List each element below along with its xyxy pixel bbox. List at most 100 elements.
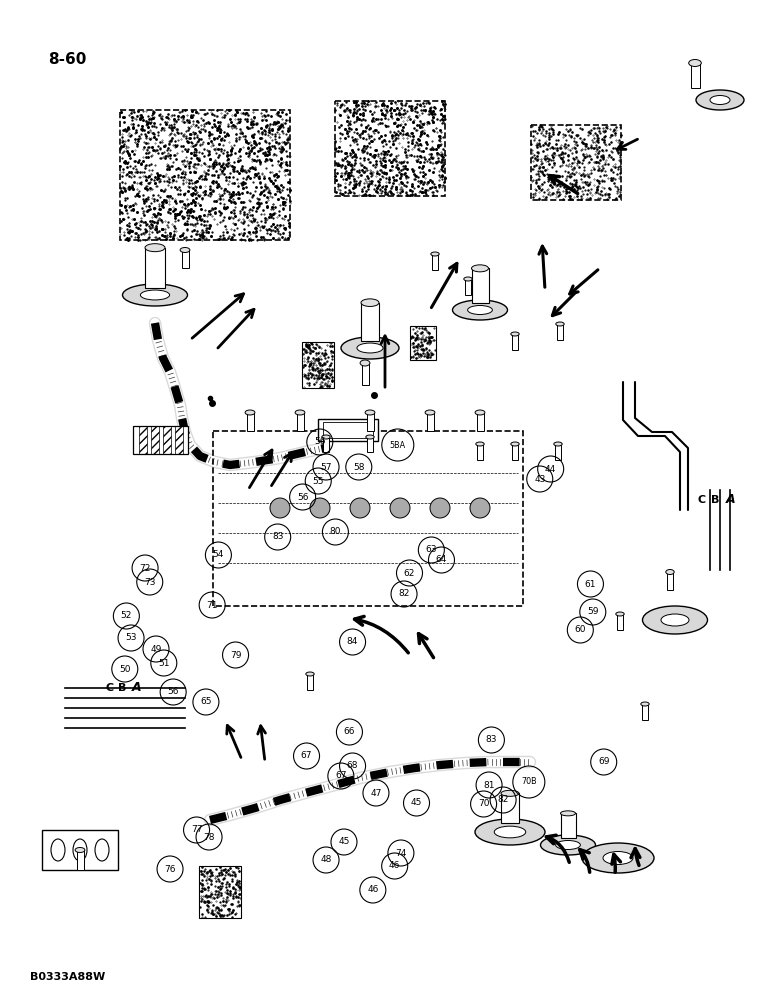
Ellipse shape xyxy=(476,442,484,446)
Ellipse shape xyxy=(554,442,562,446)
Ellipse shape xyxy=(643,606,707,634)
Text: 84: 84 xyxy=(347,638,358,647)
Text: 46: 46 xyxy=(367,886,378,894)
Text: 71: 71 xyxy=(207,600,218,609)
Ellipse shape xyxy=(495,826,526,838)
Text: 50: 50 xyxy=(119,664,130,674)
Bar xyxy=(617,614,623,630)
Bar xyxy=(199,866,241,918)
Ellipse shape xyxy=(468,306,492,314)
Bar xyxy=(76,850,83,870)
Text: 64: 64 xyxy=(436,556,447,564)
Bar xyxy=(667,572,673,590)
Ellipse shape xyxy=(145,244,165,252)
Text: 80: 80 xyxy=(330,528,341,536)
Bar xyxy=(175,426,183,454)
Text: 5BA: 5BA xyxy=(390,440,406,450)
Bar xyxy=(361,303,379,341)
Bar xyxy=(139,426,147,454)
Ellipse shape xyxy=(431,252,439,256)
Text: 44: 44 xyxy=(545,464,556,474)
Ellipse shape xyxy=(511,332,519,336)
Ellipse shape xyxy=(501,790,519,796)
Bar xyxy=(151,426,158,454)
Ellipse shape xyxy=(365,410,375,415)
Ellipse shape xyxy=(582,843,654,873)
Circle shape xyxy=(310,498,330,518)
Text: 70B: 70B xyxy=(521,778,537,786)
Circle shape xyxy=(350,498,370,518)
Bar xyxy=(296,412,303,430)
Bar xyxy=(465,279,471,295)
Text: 70: 70 xyxy=(478,800,489,808)
Bar xyxy=(246,412,254,430)
Bar xyxy=(555,444,561,460)
Bar xyxy=(557,324,563,340)
Ellipse shape xyxy=(425,410,435,415)
Text: 62: 62 xyxy=(404,568,415,578)
Text: 8-60: 8-60 xyxy=(48,52,87,67)
Ellipse shape xyxy=(322,435,330,439)
Text: C: C xyxy=(105,683,113,693)
Bar xyxy=(323,422,373,438)
Ellipse shape xyxy=(511,442,519,446)
Text: 52: 52 xyxy=(121,611,132,620)
Bar xyxy=(361,363,368,385)
Text: 73: 73 xyxy=(144,578,155,587)
Text: 65: 65 xyxy=(200,698,211,706)
Text: A: A xyxy=(132,681,142,694)
Text: 45: 45 xyxy=(339,838,349,846)
Ellipse shape xyxy=(360,360,370,366)
Bar xyxy=(133,426,187,454)
Bar xyxy=(213,430,523,605)
Circle shape xyxy=(390,498,410,518)
Text: 79: 79 xyxy=(230,650,241,660)
Bar xyxy=(145,248,165,288)
Text: A: A xyxy=(726,493,736,506)
Ellipse shape xyxy=(603,852,633,864)
Bar xyxy=(162,426,171,454)
Ellipse shape xyxy=(464,277,472,281)
Bar xyxy=(42,830,118,870)
Bar xyxy=(471,268,488,303)
Text: 47: 47 xyxy=(370,788,381,798)
Ellipse shape xyxy=(140,290,169,300)
Ellipse shape xyxy=(180,247,190,252)
Text: 60: 60 xyxy=(575,626,586,635)
Ellipse shape xyxy=(666,570,674,574)
Bar xyxy=(318,419,378,441)
Ellipse shape xyxy=(475,819,545,845)
Bar xyxy=(335,101,445,196)
Bar xyxy=(307,674,313,690)
Text: 61: 61 xyxy=(585,580,596,588)
Text: 57: 57 xyxy=(321,462,332,472)
Text: 68: 68 xyxy=(347,762,358,770)
Text: 49: 49 xyxy=(151,645,161,654)
Text: 78: 78 xyxy=(204,832,215,842)
Text: 54: 54 xyxy=(213,550,224,559)
Ellipse shape xyxy=(475,410,485,415)
Bar xyxy=(512,334,518,350)
Ellipse shape xyxy=(641,702,649,706)
Bar xyxy=(182,250,189,268)
Text: 59: 59 xyxy=(587,607,598,616)
Text: 83: 83 xyxy=(486,736,497,744)
Ellipse shape xyxy=(75,848,85,852)
Bar xyxy=(302,342,334,388)
Ellipse shape xyxy=(306,672,314,676)
Text: 74: 74 xyxy=(395,848,406,857)
Text: 67: 67 xyxy=(301,752,312,760)
Ellipse shape xyxy=(689,60,701,66)
Text: 63: 63 xyxy=(426,546,437,554)
Bar xyxy=(690,63,700,88)
Text: 77: 77 xyxy=(191,826,202,834)
Text: B: B xyxy=(118,683,126,693)
Bar xyxy=(561,813,576,838)
Text: 56: 56 xyxy=(297,492,308,502)
Text: 45: 45 xyxy=(411,798,422,807)
Text: 72: 72 xyxy=(140,564,151,573)
Circle shape xyxy=(430,498,450,518)
Ellipse shape xyxy=(661,614,689,626)
Ellipse shape xyxy=(366,435,374,439)
Text: 82: 82 xyxy=(399,589,410,598)
